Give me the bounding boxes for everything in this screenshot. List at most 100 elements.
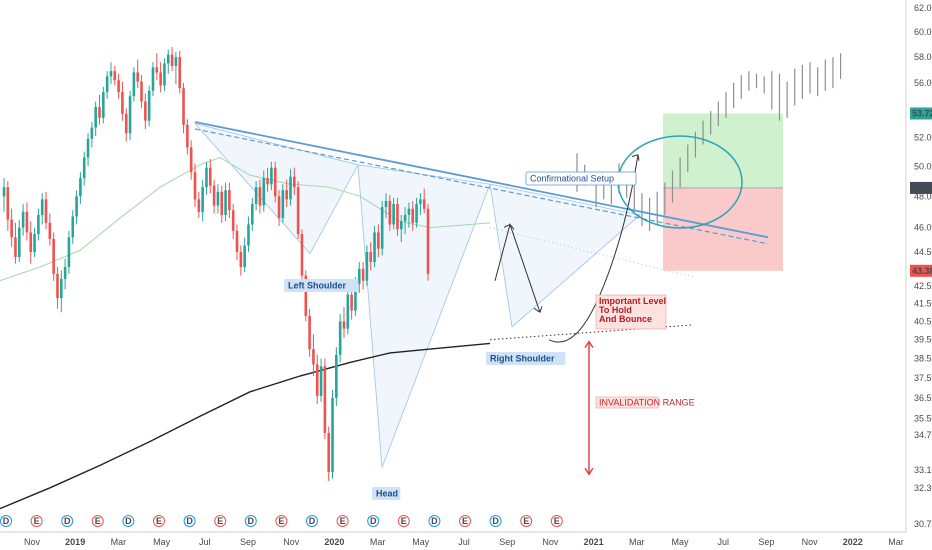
x-axis: Nov 2019 Mar May Jul Sep Nov 2020 Mar May Jul Sep No…: [0, 531, 906, 547]
dividend-marker-icon: D: [61, 515, 74, 527]
x-tick-label: May: [671, 537, 689, 547]
head-label-bg: [372, 487, 401, 500]
dividend-marker-icon: D: [122, 515, 135, 527]
candle-body: [277, 196, 281, 219]
candle-body: [247, 224, 250, 246]
candle-body: [361, 268, 365, 281]
y-tick-label: 60.00: [914, 27, 932, 37]
right-shoulder-label-bg: [486, 352, 566, 365]
event-letter: E: [554, 516, 560, 526]
bounce-curve: [548, 154, 639, 343]
stop-zone: [663, 187, 783, 271]
candle-body: [90, 127, 94, 139]
candle-body: [132, 72, 136, 97]
confirmational-setup-label-text: Confirmational Setup: [530, 174, 614, 184]
candle-body: [174, 57, 178, 67]
candle-body: [105, 76, 109, 93]
candle-body: [197, 199, 201, 212]
candle-body: [220, 191, 224, 215]
candle-body: [281, 190, 285, 219]
y-tick-label: 30.75: [914, 519, 932, 529]
price-tag-bg: [910, 264, 932, 277]
candle-body: [2, 187, 6, 197]
invalidation-text: INVALIDATION RANGE: [599, 398, 695, 408]
candle-body: [319, 366, 323, 396]
y-tick-label: 62.00: [914, 3, 932, 13]
event-circle: [550, 515, 563, 527]
event-letter: D: [248, 516, 255, 526]
candle-body: [285, 190, 288, 200]
candle-body: [159, 72, 162, 86]
candle-body: [151, 67, 155, 91]
candle-body: [350, 294, 353, 311]
event-circle: [275, 515, 288, 527]
candle-body: [82, 157, 86, 179]
y-tick-label: 42.50: [914, 281, 932, 291]
ma-200-line: [0, 342, 491, 510]
y-tick-label: 36.50: [914, 393, 932, 403]
candle-body: [346, 294, 350, 329]
y-tick-label: 56.00: [914, 78, 932, 88]
candle-body: [14, 237, 17, 258]
candle-body: [273, 167, 277, 197]
x-tick-label: Nov: [542, 537, 559, 547]
candle-body: [396, 204, 399, 230]
candle-body: [399, 221, 403, 230]
event-letter: E: [401, 516, 407, 526]
x-tick-label: May: [153, 537, 171, 547]
event-circle: [336, 515, 349, 527]
x-tick-label: 2022: [843, 537, 863, 547]
candle-body: [128, 96, 132, 134]
earnings-marker-icon: E: [91, 515, 104, 527]
price-tag-target: 53.72: [910, 107, 932, 120]
candle-body: [270, 167, 273, 185]
dividend-marker-icon: D: [244, 515, 257, 527]
price-tag-current: 48.55: [910, 181, 932, 194]
head-label: Head: [372, 487, 401, 500]
candle-body: [109, 71, 113, 77]
candle-body: [426, 208, 430, 274]
candle-body: [163, 63, 166, 86]
pattern-triangle-2: [489, 183, 641, 328]
candle-body: [178, 57, 182, 89]
y-tick-label: 58.00: [914, 52, 932, 62]
candle-body: [48, 222, 52, 239]
arrowhead-icon: [631, 154, 640, 161]
y-tick-label: 46.00: [914, 223, 932, 233]
event-letter: E: [523, 516, 529, 526]
candle-body: [235, 230, 239, 253]
candle-body: [300, 234, 304, 276]
x-tick-label: Sep: [240, 537, 256, 547]
candle-body: [357, 268, 361, 285]
important-level-line: And Bounce: [599, 314, 652, 324]
important-level-line: Important Level: [599, 296, 666, 306]
candle-body: [369, 252, 373, 263]
y-tick-label: 52.00: [914, 132, 932, 142]
candle-body: [63, 267, 67, 279]
right-shoulder-label: Right Shoulder: [486, 352, 566, 365]
event-circle: [244, 515, 257, 527]
candle-body: [170, 54, 174, 67]
candle-body: [86, 138, 90, 158]
x-tick-label: 2020: [324, 537, 344, 547]
invalidation-label: INVALIDATION RANGE: [595, 396, 695, 409]
price-tag-bg: [910, 181, 932, 194]
event-letter: E: [156, 516, 162, 526]
left-shoulder-label-text: Left Shoulder: [288, 281, 346, 291]
candle-body: [17, 227, 21, 258]
event-circle: [183, 515, 196, 527]
y-tick-label: 33.10: [914, 465, 932, 475]
candle-body: [239, 252, 243, 268]
arrow-down-icon: [584, 467, 594, 476]
candle-body: [33, 234, 36, 253]
candle-body: [388, 200, 392, 225]
head-label-text: Head: [376, 489, 398, 499]
candle-body: [166, 54, 170, 64]
arrow-up-icon: [584, 340, 594, 348]
earnings-marker-icon: E: [336, 515, 349, 527]
candle-body: [335, 354, 338, 398]
x-tick-label: Mar: [111, 537, 127, 547]
candle-body: [186, 124, 189, 148]
candle-body: [52, 238, 55, 274]
event-letter: D: [186, 516, 193, 526]
